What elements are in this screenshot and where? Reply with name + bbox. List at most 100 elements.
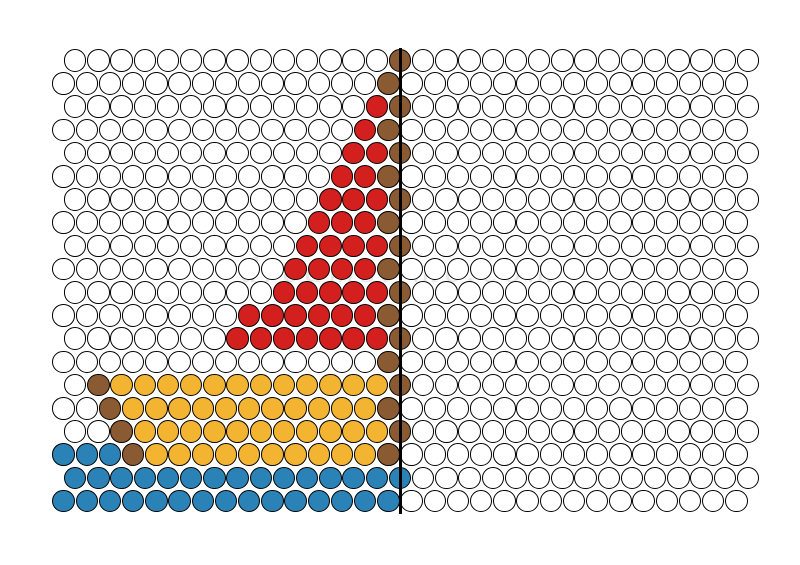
bead <box>656 211 679 234</box>
bead <box>238 211 261 234</box>
bead <box>621 374 644 397</box>
bead <box>725 258 748 281</box>
bead <box>424 397 447 420</box>
bead <box>319 142 342 165</box>
bead <box>52 304 75 327</box>
bead <box>458 142 481 165</box>
bead <box>528 374 551 397</box>
bead <box>714 281 737 304</box>
bead <box>725 165 748 188</box>
bead <box>702 72 725 95</box>
bead <box>482 374 505 397</box>
bead <box>563 72 586 95</box>
bead <box>702 490 725 513</box>
bead <box>714 235 737 258</box>
bead <box>250 142 273 165</box>
bead <box>192 72 215 95</box>
bead <box>632 397 655 420</box>
bead <box>76 397 99 420</box>
bead <box>482 281 505 304</box>
bead <box>505 188 528 211</box>
bead <box>354 443 377 466</box>
bead <box>424 119 447 142</box>
bead <box>540 304 563 327</box>
bead <box>99 119 122 142</box>
bead <box>667 327 690 350</box>
bead <box>64 327 87 350</box>
bead <box>702 351 725 374</box>
bead <box>284 72 307 95</box>
bead <box>725 119 748 142</box>
bead <box>203 327 226 350</box>
bead <box>250 281 273 304</box>
bead <box>203 420 226 443</box>
bead <box>145 119 168 142</box>
bead <box>226 235 249 258</box>
bead <box>308 490 331 513</box>
bead <box>238 72 261 95</box>
bead <box>435 188 458 211</box>
bead <box>87 142 110 165</box>
bead <box>540 72 563 95</box>
bead <box>528 142 551 165</box>
bead <box>192 119 215 142</box>
bead <box>342 49 365 72</box>
bead <box>505 281 528 304</box>
bead <box>540 490 563 513</box>
bead <box>180 142 203 165</box>
bead <box>52 119 75 142</box>
bead <box>551 49 574 72</box>
bead <box>215 490 238 513</box>
bead <box>250 327 273 350</box>
bead <box>366 467 389 490</box>
bead <box>122 304 145 327</box>
bead <box>598 374 621 397</box>
bead <box>551 467 574 490</box>
bead <box>331 443 354 466</box>
bead <box>656 258 679 281</box>
bead <box>122 443 145 466</box>
bead <box>632 443 655 466</box>
bead <box>435 142 458 165</box>
mirror-axis <box>399 48 401 514</box>
bead <box>192 397 215 420</box>
bead <box>110 281 133 304</box>
bead <box>64 467 87 490</box>
bead <box>273 467 296 490</box>
bead <box>145 211 168 234</box>
bead <box>400 443 423 466</box>
bead <box>250 467 273 490</box>
bead <box>331 211 354 234</box>
bead <box>203 281 226 304</box>
bead <box>656 165 679 188</box>
bead <box>250 235 273 258</box>
bead <box>168 490 191 513</box>
bead <box>145 258 168 281</box>
bead <box>122 490 145 513</box>
bead <box>690 327 713 350</box>
bead <box>87 420 110 443</box>
bead <box>76 165 99 188</box>
bead <box>424 351 447 374</box>
bead <box>377 397 400 420</box>
bead <box>493 119 516 142</box>
bead <box>238 258 261 281</box>
bead <box>551 420 574 443</box>
bead <box>632 490 655 513</box>
bead <box>87 467 110 490</box>
bead <box>424 165 447 188</box>
bead <box>377 119 400 142</box>
bead <box>482 420 505 443</box>
bead <box>52 72 75 95</box>
bead <box>412 188 435 211</box>
bead <box>632 72 655 95</box>
bead <box>354 258 377 281</box>
bead <box>157 327 180 350</box>
bead <box>598 188 621 211</box>
bead <box>87 374 110 397</box>
bead <box>458 95 481 118</box>
bead <box>331 490 354 513</box>
bead <box>273 327 296 350</box>
bead <box>714 467 737 490</box>
bead <box>134 142 157 165</box>
